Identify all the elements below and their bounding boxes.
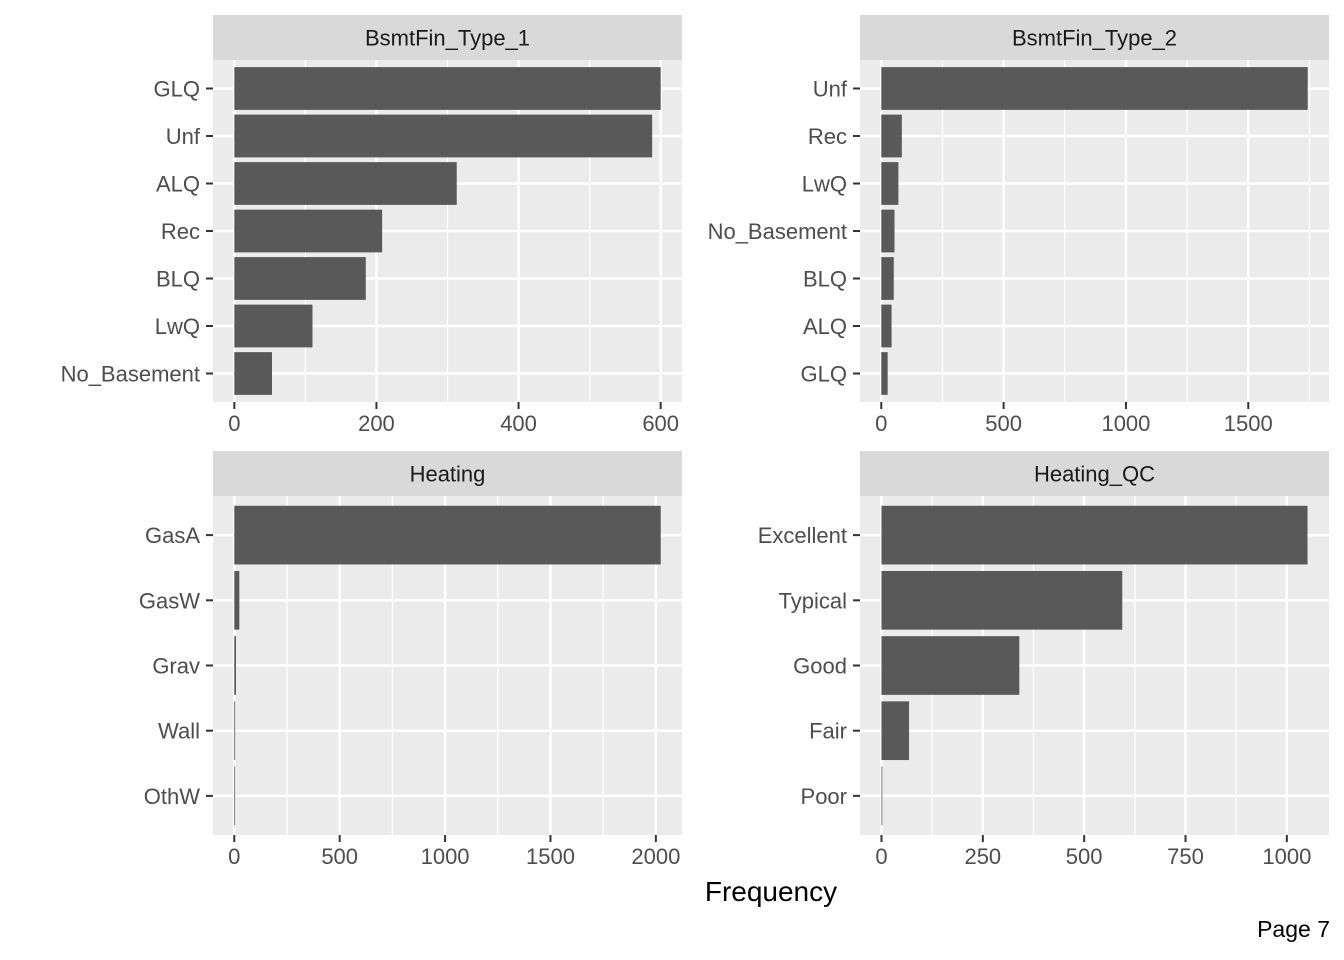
bar bbox=[881, 766, 883, 826]
y-tick-label: OthW bbox=[144, 784, 200, 809]
facet-title: BsmtFin_Type_2 bbox=[1012, 26, 1177, 51]
facet-strip bbox=[860, 451, 1329, 496]
bar bbox=[881, 701, 910, 761]
y-tick-label: Unf bbox=[813, 77, 848, 102]
bar bbox=[234, 114, 653, 158]
x-tick-label: 250 bbox=[964, 844, 1001, 869]
facet-strip bbox=[860, 15, 1329, 60]
y-tick-label: Typical bbox=[779, 588, 847, 613]
y-tick-label: No_Basement bbox=[61, 362, 200, 387]
bar bbox=[234, 701, 236, 761]
x-tick-label: 2000 bbox=[631, 844, 680, 869]
x-tick-label: 400 bbox=[500, 411, 537, 436]
x-tick-label: 1000 bbox=[1262, 844, 1311, 869]
facet-strip bbox=[213, 451, 682, 496]
y-tick-label: BLQ bbox=[156, 267, 200, 292]
bar bbox=[881, 636, 1020, 695]
x-tick-label: 0 bbox=[228, 411, 240, 436]
x-tick-label: 500 bbox=[321, 844, 358, 869]
x-tick-label: 1500 bbox=[1224, 411, 1273, 436]
x-tick-label: 600 bbox=[642, 411, 679, 436]
y-tick-label: GLQ bbox=[801, 362, 847, 387]
x-tick-label: 1500 bbox=[526, 844, 575, 869]
bar bbox=[881, 257, 894, 300]
y-tick-label: Excellent bbox=[758, 523, 847, 548]
facet-panel-4: Heating_QC Excellent Typical Good Fair Poor 0 2… bbox=[758, 451, 1329, 869]
bar bbox=[881, 570, 1123, 630]
bar bbox=[234, 636, 236, 695]
facet-title: BsmtFin_Type_1 bbox=[365, 26, 530, 51]
y-tick-label: LwQ bbox=[155, 314, 200, 339]
bar bbox=[234, 352, 272, 395]
bar bbox=[881, 67, 1308, 110]
bar bbox=[881, 114, 902, 158]
y-tick-label: ALQ bbox=[156, 172, 200, 197]
y-tick-label: ALQ bbox=[803, 314, 847, 339]
x-tick-label: 0 bbox=[875, 411, 887, 436]
bar bbox=[234, 257, 366, 300]
bar bbox=[234, 766, 236, 826]
bar bbox=[234, 570, 240, 630]
facet-panel-2: BsmtFin_Type_2 Unf Rec LwQ No_Basement BLQ ALQ… bbox=[708, 15, 1329, 436]
x-tick-label: 500 bbox=[1066, 844, 1103, 869]
x-tick-label: 1000 bbox=[421, 844, 470, 869]
y-tick-label: GasA bbox=[145, 523, 200, 548]
bar bbox=[234, 505, 661, 565]
bar bbox=[234, 304, 313, 348]
y-tick-label: GasW bbox=[139, 588, 200, 613]
y-tick-label: Unf bbox=[166, 124, 201, 149]
facet-panel-1: BsmtFin_Type_1 GLQ Unf ALQ Rec BLQ LwQ No_Basem… bbox=[61, 15, 682, 436]
facet-title: Heating_QC bbox=[1034, 462, 1155, 487]
bar bbox=[881, 304, 892, 348]
y-tick-label: Wall bbox=[158, 719, 200, 744]
x-axis-title: Frequency bbox=[705, 876, 837, 907]
facet-strip bbox=[213, 15, 682, 60]
bar bbox=[234, 67, 661, 110]
facet-title: Heating bbox=[410, 462, 486, 487]
y-tick-label: GLQ bbox=[154, 77, 200, 102]
bar bbox=[881, 505, 1308, 565]
x-tick-label: 750 bbox=[1167, 844, 1204, 869]
bar bbox=[881, 352, 888, 395]
y-tick-label: Good bbox=[793, 654, 847, 679]
x-tick-label: 200 bbox=[358, 411, 395, 436]
y-tick-label: LwQ bbox=[802, 172, 847, 197]
x-tick-label: 0 bbox=[228, 844, 240, 869]
bar bbox=[234, 209, 383, 253]
y-tick-label: Poor bbox=[801, 784, 847, 809]
bar bbox=[881, 162, 899, 205]
facet-panel-3: Heating GasA GasW Grav Wall OthW 0 500 1000 1500 2… bbox=[139, 451, 682, 869]
y-tick-label: BLQ bbox=[803, 267, 847, 292]
y-tick-label: No_Basement bbox=[708, 219, 847, 244]
chart-panels: BsmtFin_Type_1 GLQ Unf ALQ Rec BLQ LwQ No_Basem… bbox=[61, 15, 1329, 869]
x-tick-label: 0 bbox=[875, 844, 887, 869]
page-number: Page 7 bbox=[1257, 916, 1330, 942]
bar bbox=[881, 209, 895, 253]
y-tick-label: Fair bbox=[809, 719, 847, 744]
x-tick-label: 500 bbox=[985, 411, 1022, 436]
y-tick-label: Rec bbox=[161, 219, 200, 244]
y-tick-label: Grav bbox=[152, 654, 200, 679]
y-tick-label: Rec bbox=[808, 124, 847, 149]
x-tick-label: 1000 bbox=[1101, 411, 1150, 436]
bar bbox=[234, 162, 457, 205]
